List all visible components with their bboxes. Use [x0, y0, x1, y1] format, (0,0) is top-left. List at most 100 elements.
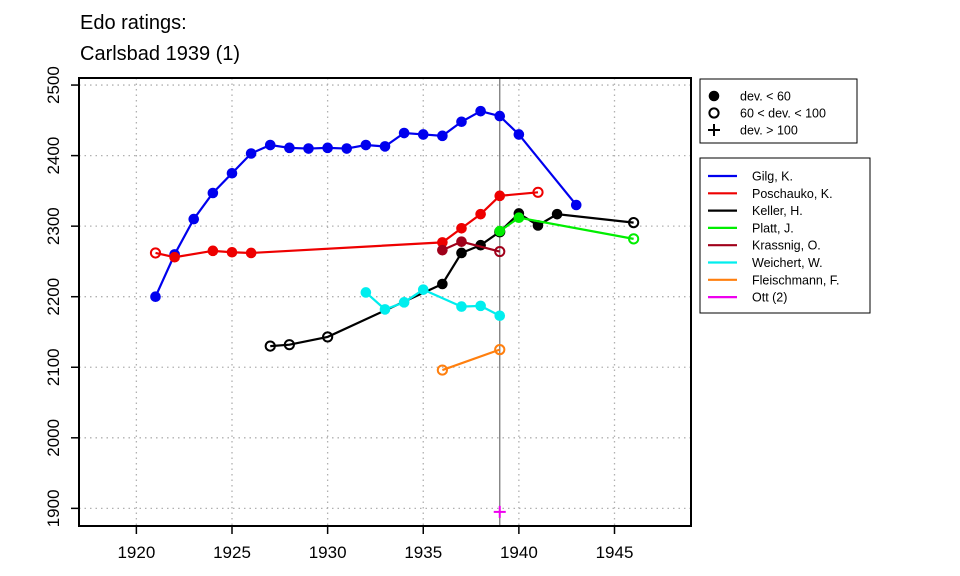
marker-legend: dev. < 60 60 < dev. < 100 dev. > 100	[699, 78, 858, 144]
data-point	[245, 148, 257, 159]
x-tick-label: 1930	[309, 543, 347, 562]
data-point	[284, 142, 295, 154]
data-point	[303, 143, 314, 154]
series-legend-label: Weichert, W.	[752, 256, 823, 270]
chart-title: Edo ratings: Carlsbad 1939 (1)	[80, 12, 240, 65]
series-legend-box	[699, 157, 871, 314]
y-tick-label: 2000	[44, 419, 63, 457]
axes: 1920 1925 1930 1935 1940 1945 1900 2000 2100 2200…	[44, 66, 633, 562]
series-line	[442, 348, 501, 372]
y-tick-label: 2200	[44, 278, 63, 316]
data-point	[456, 236, 467, 247]
series-line	[154, 109, 578, 298]
y-tick-label: 2300	[44, 207, 63, 245]
series-line	[270, 212, 634, 348]
data-point	[322, 142, 333, 154]
data-point	[398, 297, 410, 308]
data-point	[360, 287, 372, 298]
x-tick-label: 1945	[596, 543, 634, 562]
data-point	[226, 246, 238, 258]
data-point	[437, 244, 448, 256]
data-point	[513, 212, 525, 223]
data-point	[341, 143, 353, 154]
legend-marker-filled-circle	[708, 90, 720, 102]
marker-legend-label: dev. > 100	[740, 124, 798, 138]
series-legend-label: Krassnig, O.	[752, 239, 821, 253]
data-point	[493, 505, 506, 518]
chart-title-line-2: Carlsbad 1939 (1)	[80, 43, 240, 65]
y-tick-label: 2400	[44, 137, 63, 175]
data-point	[475, 300, 486, 312]
data-point	[207, 245, 219, 257]
data-point	[437, 278, 448, 290]
data-point	[322, 331, 334, 343]
series-platt-j	[494, 212, 640, 245]
marker-legend-box	[699, 78, 858, 144]
data-point	[494, 190, 506, 202]
x-tick-label: 1920	[117, 543, 155, 562]
data-point	[150, 291, 161, 303]
data-point	[456, 301, 467, 312]
data-point	[437, 237, 448, 248]
data-point	[475, 105, 486, 117]
series-legend-label: Fleischmann, F.	[752, 273, 840, 287]
series-legend: Gilg, K. Poschauko, K. Keller, H. Platt, J.…	[699, 157, 871, 314]
legend-marker-plus	[708, 124, 720, 136]
series-legend-label: Keller, H.	[752, 204, 803, 218]
data-point	[417, 129, 429, 140]
data-point	[417, 284, 429, 295]
data-point	[207, 187, 219, 199]
data-point	[494, 225, 506, 237]
data-point	[360, 139, 372, 151]
data-point	[188, 213, 200, 225]
data-point	[264, 340, 276, 352]
marker-legend-label: 60 < dev. < 100	[740, 107, 826, 121]
x-tick-label: 1940	[500, 543, 538, 562]
data-point	[398, 127, 410, 139]
series-legend-label: Poschauko, K.	[752, 187, 833, 201]
series-lines	[149, 105, 640, 518]
data-point	[456, 116, 467, 128]
data-point	[494, 110, 506, 122]
data-point	[494, 344, 506, 356]
plot-frame	[78, 77, 692, 527]
y-tick-label: 2500	[44, 66, 63, 104]
series-legend-label: Platt, J.	[752, 221, 794, 235]
series-krassnig-o	[437, 236, 506, 258]
data-point	[551, 208, 563, 220]
data-point	[513, 129, 525, 140]
x-tick-label: 1925	[213, 543, 251, 562]
data-point	[456, 247, 467, 259]
series-fleischmann-f	[436, 344, 506, 376]
data-point	[532, 186, 544, 198]
data-point	[245, 247, 257, 259]
series-gilg-k	[150, 105, 582, 303]
data-point	[169, 251, 180, 263]
series-ott-2	[493, 505, 506, 518]
data-point	[379, 304, 391, 315]
data-point	[628, 233, 640, 245]
x-tick-label: 1935	[404, 543, 442, 562]
data-point	[226, 167, 238, 179]
data-point	[149, 247, 162, 259]
marker-legend-label: dev. < 60	[740, 90, 791, 104]
data-point	[283, 339, 295, 351]
series-line	[155, 191, 539, 259]
y-tick-label: 1900	[44, 489, 63, 527]
series-weichert-w	[360, 284, 506, 322]
data-point	[628, 217, 640, 229]
y-tick-label: 2100	[44, 348, 63, 386]
series-legend-label: Ott (2)	[752, 291, 787, 305]
chart-title-line-1: Edo ratings:	[80, 12, 187, 34]
data-point	[475, 208, 486, 220]
data-point	[570, 199, 582, 211]
series-poschauko-k	[149, 186, 544, 263]
data-point	[437, 130, 448, 142]
data-point	[379, 141, 391, 152]
data-point	[456, 222, 467, 234]
series-legend-label: Gilg, K.	[752, 170, 793, 184]
data-point	[264, 139, 276, 151]
legend-marker-open-circle	[708, 107, 720, 119]
data-point	[494, 310, 506, 322]
